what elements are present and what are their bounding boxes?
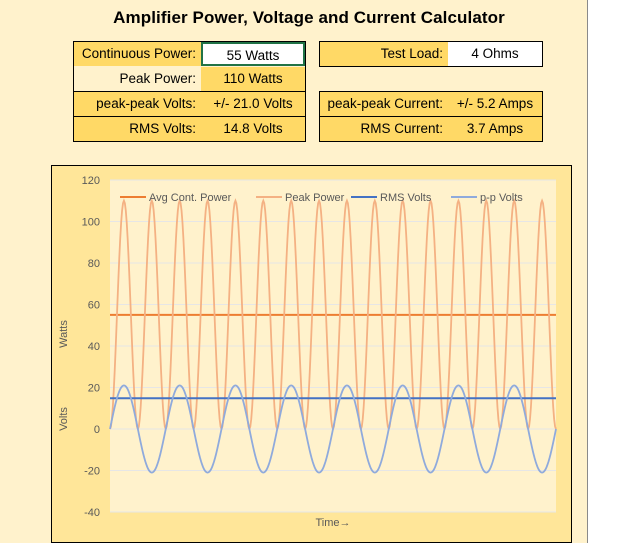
continuous-power-input[interactable]: 55 Watts: [201, 42, 305, 66]
y-tick-label: 60: [88, 300, 100, 312]
pp-volts-value: +/- 21.0 Volts: [201, 92, 305, 116]
rms-volts-label: RMS Volts:: [74, 117, 201, 141]
legend-label: p-p Volts: [480, 192, 523, 204]
gridlines: [110, 179, 556, 513]
test-load-input[interactable]: 4 Ohms: [448, 42, 542, 66]
legend-label: RMS Volts: [380, 192, 432, 204]
row-divider: [73, 91, 306, 92]
peak-power-value: 110 Watts: [201, 67, 305, 91]
continuous-power-label: Continuous Power:: [74, 42, 201, 66]
pp-current-value: +/- 5.2 Amps: [448, 92, 542, 116]
series-line-p-p-volts[interactable]: [109, 384, 557, 474]
y-tick-label: 80: [88, 258, 100, 270]
y-axis-ticks: 120 100 80 60 40 20 0 -20 -40: [82, 175, 100, 519]
rms-current-value: 3.7 Amps: [448, 117, 542, 141]
pp-current-label: peak-peak Current:: [320, 92, 448, 116]
y-tick-label: 40: [88, 341, 100, 353]
chart-svg: 120 100 80 60 40 20 0 -20 -40 Avg Cont. Power Pea…: [58, 175, 557, 529]
chart-legend[interactable]: Avg Cont. Power Peak Power RMS Volts p-p Vo…: [120, 192, 523, 204]
y-tick-label: -20: [84, 466, 100, 478]
y-tick-label: 20: [88, 383, 100, 395]
legend-label: Peak Power: [285, 192, 345, 204]
rms-current-label: RMS Current:: [320, 117, 448, 141]
y-tick-label: -40: [84, 507, 100, 519]
pp-volts-label: peak-peak Volts:: [74, 92, 201, 116]
test-load-label: Test Load:: [320, 42, 448, 66]
test-load-group: [319, 41, 543, 67]
y-tick-label: 120: [82, 175, 100, 187]
power-voltage-chart[interactable]: 120 100 80 60 40 20 0 -20 -40 Avg Cont. Power Pea…: [51, 165, 572, 543]
y-tick-label: 0: [94, 424, 100, 436]
peak-power-label: Peak Power:: [119, 71, 196, 86]
legend-label: Avg Cont. Power: [149, 192, 232, 204]
series-lines: [109, 198, 557, 474]
x-axis-label: Time→: [315, 517, 350, 529]
volts-axis-label: Volts: [58, 407, 70, 431]
row-divider: [319, 116, 543, 117]
row-divider: [73, 116, 306, 117]
page-title: Amplifier Power, Voltage and Current Cal…: [113, 8, 505, 27]
watts-axis-label: Watts: [58, 320, 70, 348]
sheet-border: [587, 0, 588, 543]
rms-volts-value: 14.8 Volts: [201, 117, 305, 141]
y-tick-label: 100: [82, 217, 100, 229]
